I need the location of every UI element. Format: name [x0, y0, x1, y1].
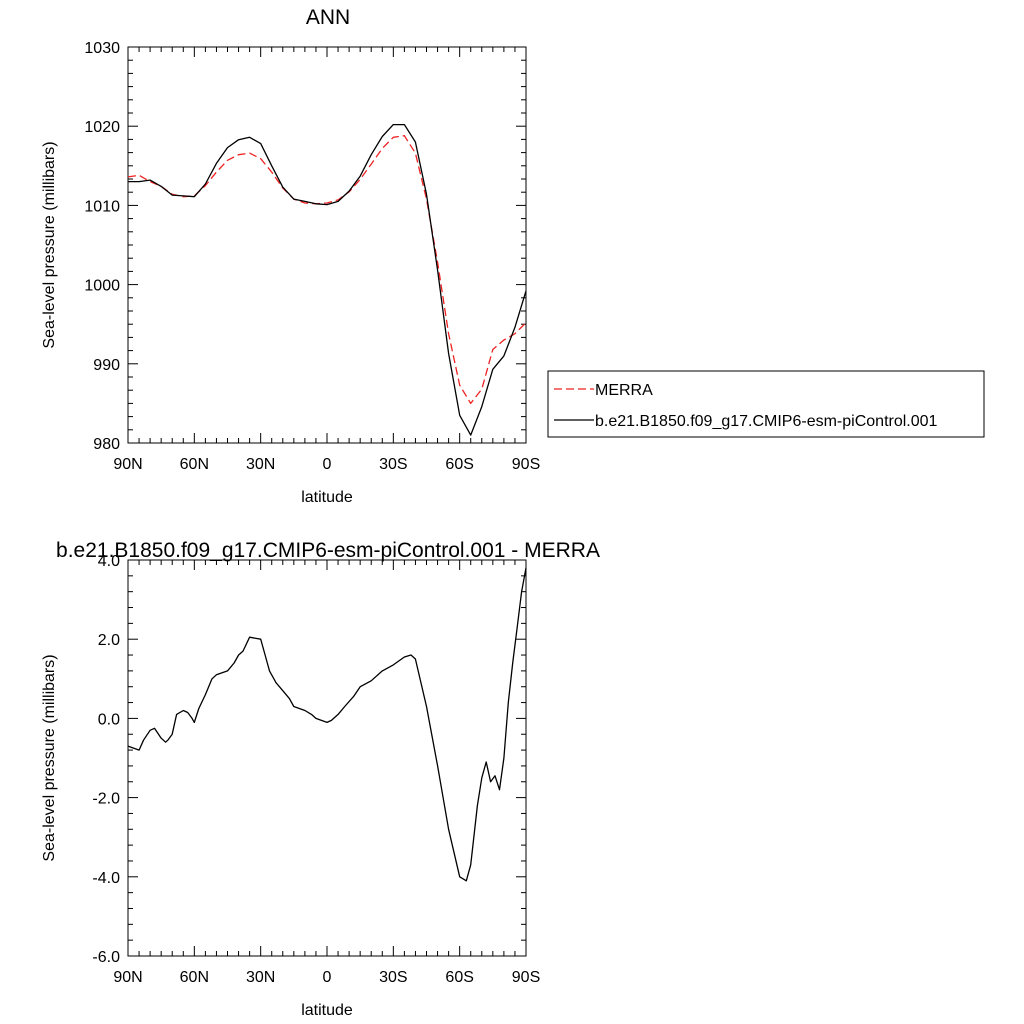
- chart-title-top: ANN: [306, 6, 350, 29]
- legend: MERRA b.e21.B1850.f09_g17.CMIP6-esm-piCo…: [547, 370, 985, 438]
- top-plot-frame: [127, 46, 527, 444]
- bottom-plot: 90N 60N 30N 0 30S 60S 90S -6.0 -4.0 -2.0 0.0 2.0 4.0…: [41, 553, 540, 1019]
- top-x-tick-label: 60S: [445, 456, 473, 473]
- bottom-plot-frame: [127, 559, 527, 957]
- top-x-tick-label: 30S: [379, 456, 407, 473]
- bottom-y-axis-label: Sea-level pressure (millibars): [41, 654, 58, 861]
- bottom-y-tick-label: 4.0: [98, 553, 120, 570]
- bottom-x-axis-label: latitude: [301, 1002, 353, 1019]
- bottom-x-tick-label: 0: [323, 969, 332, 986]
- top-y-tick-label: 1030: [84, 40, 120, 57]
- legend-merra-label: MERRA: [595, 382, 653, 399]
- bottom-y-tick-label: 0.0: [98, 711, 120, 728]
- legend-model-label: b.e21.B1850.f09_g17.CMIP6-esm-piControl.…: [595, 413, 938, 430]
- legend-box: [547, 370, 985, 438]
- top-x-tick-label: 60N: [180, 456, 209, 473]
- bottom-x-tick-label: 60N: [180, 969, 209, 986]
- bottom-series-line-0: [127, 567, 527, 882]
- bottom-x-tick-label: 90N: [113, 969, 142, 986]
- bottom-x-tick-label: 60S: [445, 969, 473, 986]
- top-y-tick-label: 1020: [84, 119, 120, 136]
- top-y-tick-label: 1010: [84, 198, 120, 215]
- bottom-y-tick-label: -4.0: [92, 870, 120, 887]
- top-x-tick-label: 0: [323, 456, 332, 473]
- top-y-axis-label: Sea-level pressure (millibars): [41, 141, 58, 348]
- top-y-tick-label: 1000: [84, 278, 120, 295]
- top-x-axis-label: latitude: [301, 489, 353, 506]
- top-series-line-0: [127, 135, 527, 405]
- top-plot: 90N 60N 30N 0 30S 60S 90S 980 990 1000 1010 1020 103…: [41, 40, 540, 506]
- top-series-line-1: [128, 123, 527, 436]
- top-y-tick-label: 980: [93, 436, 120, 453]
- bottom-x-tick-label: 30S: [379, 969, 407, 986]
- top-x-tick-label: 90S: [512, 456, 540, 473]
- bottom-y-tick-label: 2.0: [98, 632, 120, 649]
- chart-title-bottom: b.e21.B1850.f09_g17.CMIP6-esm-piControl.…: [56, 539, 600, 562]
- top-x-tick-label: 90N: [113, 456, 142, 473]
- bottom-x-tick-label: 90S: [512, 969, 540, 986]
- bottom-x-tick-label: 30N: [246, 969, 275, 986]
- top-x-tick-label: 30N: [246, 456, 275, 473]
- top-y-tick-label: 990: [93, 357, 120, 374]
- bottom-y-tick-label: -2.0: [92, 791, 120, 808]
- bottom-y-tick-label: -6.0: [92, 949, 120, 966]
